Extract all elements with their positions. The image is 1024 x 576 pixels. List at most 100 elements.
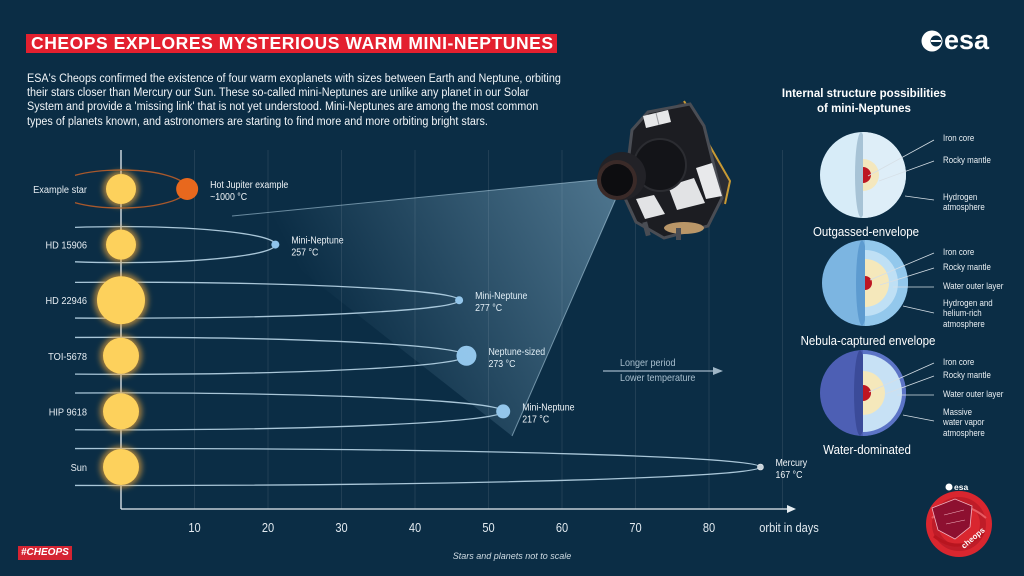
x-tick-label: 70 bbox=[629, 520, 642, 535]
star bbox=[103, 337, 139, 374]
badge-esa-emblem-icon bbox=[945, 483, 953, 491]
x-tick-label: 40 bbox=[409, 520, 422, 535]
star bbox=[106, 229, 136, 260]
layer-label: Massive bbox=[943, 407, 972, 418]
star bbox=[103, 449, 139, 485]
page-title: CHEOPS EXPLORES MYSTERIOUS WARM MINI-NEP… bbox=[26, 34, 557, 53]
layer-label: atmosphere bbox=[943, 428, 985, 439]
radiator-panel bbox=[636, 195, 665, 219]
star bbox=[103, 393, 139, 430]
star-name: Sun bbox=[71, 463, 87, 475]
trend-arrow: Longer period Lower temperature bbox=[603, 358, 723, 385]
layer-label: Iron core bbox=[943, 247, 974, 258]
layer-label: Rocky mantle bbox=[943, 262, 991, 273]
model-name: Outgassed-envelope bbox=[813, 225, 919, 240]
structures-title-line2: of mini-Neptunes bbox=[817, 103, 911, 115]
mantle-layer bbox=[863, 371, 885, 415]
leader-line bbox=[869, 252, 935, 281]
structure-nebula-captured-envelope: Iron core Rocky mantle Water outer layer… bbox=[801, 240, 1004, 348]
badge-swirl bbox=[933, 530, 986, 547]
beam-cone bbox=[232, 179, 617, 436]
x-axis-arrowhead-icon bbox=[787, 505, 796, 513]
layer-label: Iron core bbox=[943, 357, 974, 368]
leader-line bbox=[902, 305, 935, 314]
cheops-mission-badge: esa cheops bbox=[926, 482, 992, 557]
beam-edge bbox=[511, 195, 618, 437]
layer-label: Hydrogen and bbox=[943, 298, 993, 309]
esa-logo: esa bbox=[921, 25, 990, 55]
orbit-row: Example star Hot Jupiter example~1000 °C bbox=[33, 169, 288, 209]
core-layer bbox=[863, 385, 871, 401]
layer-label: helium-rich bbox=[943, 308, 982, 319]
layer-label: water vapor bbox=[942, 417, 984, 428]
telescope-beam bbox=[231, 178, 618, 437]
intro-paragraph: ESA's Cheops confirmed the existence of … bbox=[27, 72, 647, 129]
star-name: TOI-5678 bbox=[48, 351, 87, 363]
planet bbox=[176, 178, 199, 200]
leader-line bbox=[884, 375, 935, 395]
x-tick-label: 60 bbox=[556, 520, 569, 535]
leader-line bbox=[868, 362, 935, 393]
arrow-right-icon bbox=[713, 367, 723, 375]
x-axis-label: orbit in days bbox=[759, 520, 818, 535]
radiator-panel bbox=[696, 163, 722, 199]
x-tick-label: 80 bbox=[703, 520, 716, 535]
x-tick-label: 10 bbox=[188, 520, 201, 535]
leader-line bbox=[902, 414, 935, 422]
leader-line bbox=[878, 160, 935, 182]
radiator-divider bbox=[655, 112, 660, 126]
layer-label: Water outer layer bbox=[943, 281, 1004, 292]
leader-line bbox=[867, 139, 935, 177]
model-name: Nebula-captured envelope bbox=[801, 334, 936, 349]
esa-logo-text: esa bbox=[944, 25, 990, 55]
star-name: HD 15906 bbox=[45, 240, 87, 252]
structures-title-line1: Internal structure possibilities bbox=[782, 88, 946, 100]
star bbox=[97, 276, 145, 325]
star bbox=[106, 174, 136, 204]
trend-label-period: Longer period bbox=[620, 358, 675, 370]
badge-satellite-detail bbox=[943, 509, 965, 516]
structure-outgassed-envelope: Iron core Rocky mantle Hydrogen atmosphe… bbox=[813, 132, 991, 239]
star-name: HD 22946 bbox=[45, 296, 87, 308]
beam-edge bbox=[231, 178, 606, 217]
planet-type-label: Hot Jupiter example bbox=[210, 178, 288, 190]
badge-esa-text: esa bbox=[954, 482, 968, 492]
layer-label: atmosphere bbox=[943, 319, 985, 330]
x-tick-label: 30 bbox=[335, 520, 348, 535]
leader-line bbox=[879, 267, 935, 286]
badge-satellite-detail bbox=[945, 519, 966, 525]
layer-label: Rocky mantle bbox=[943, 155, 991, 166]
internal-structures-panel: Internal structure possibilities of mini… bbox=[782, 88, 1004, 457]
satellite-leg bbox=[676, 228, 681, 240]
telescope-aperture bbox=[601, 164, 633, 196]
model-name: Water-dominated bbox=[823, 443, 911, 458]
core-layer bbox=[863, 167, 871, 183]
layer-label: Water outer layer bbox=[943, 389, 1004, 400]
star-name: Example star bbox=[33, 185, 88, 197]
badge-satellite-icon bbox=[931, 498, 973, 540]
layer-label: Iron core bbox=[943, 133, 974, 144]
cheops-satellite-illustration bbox=[597, 100, 732, 240]
planet-temperature-label: ~1000 °C bbox=[210, 190, 247, 202]
planet-type-label: Mercury bbox=[775, 456, 807, 468]
intro-line: their stars closer than Mercury our Sun.… bbox=[27, 87, 530, 100]
planet-type-label: Mini-Neptune bbox=[522, 401, 574, 413]
trend-label-temperature: Lower temperature bbox=[620, 373, 695, 385]
planet-temperature-label: 167 °C bbox=[775, 468, 802, 480]
satellite-leg bbox=[642, 221, 651, 237]
satellite-base bbox=[664, 222, 704, 234]
layer-label: Rocky mantle bbox=[943, 370, 991, 381]
radiator-panel bbox=[668, 178, 705, 210]
intro-line: System and provide a 'missing link' that… bbox=[27, 101, 539, 114]
esa-emblem-bar bbox=[931, 40, 941, 42]
scale-note: Stars and planets not to scale bbox=[453, 551, 572, 561]
intro-line: ESA's Cheops confirmed the existence of … bbox=[27, 73, 561, 85]
leader-line bbox=[904, 195, 935, 201]
mantle-layer bbox=[865, 259, 889, 307]
planet-temperature-label: 217 °C bbox=[522, 413, 549, 425]
atmosphere-layer bbox=[863, 132, 906, 218]
hashtag-badge: #CHEOPS bbox=[18, 546, 72, 560]
